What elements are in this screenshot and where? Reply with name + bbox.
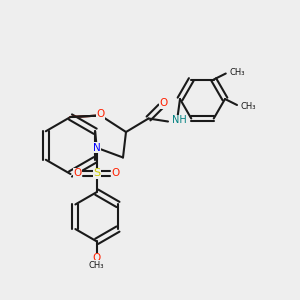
Text: CH₃: CH₃ bbox=[230, 68, 245, 77]
Text: S: S bbox=[93, 168, 100, 178]
Text: CH₃: CH₃ bbox=[89, 261, 104, 270]
Text: O: O bbox=[93, 253, 101, 263]
Text: O: O bbox=[96, 109, 105, 119]
Text: O: O bbox=[159, 98, 168, 109]
Text: CH₃: CH₃ bbox=[241, 102, 256, 111]
Text: O: O bbox=[74, 168, 82, 178]
Text: NH: NH bbox=[172, 115, 186, 125]
Text: N: N bbox=[93, 143, 101, 153]
Text: O: O bbox=[112, 168, 120, 178]
